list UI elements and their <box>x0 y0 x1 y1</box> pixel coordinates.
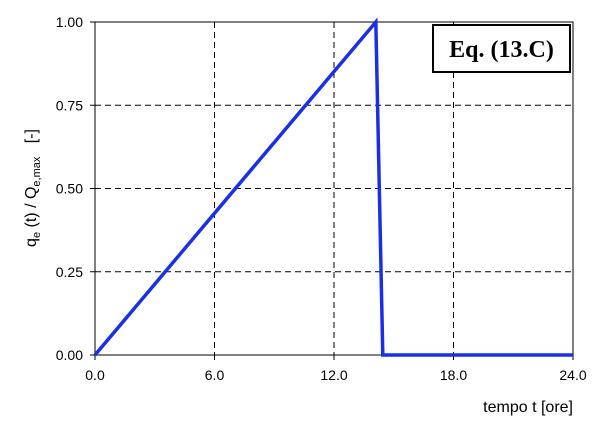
grid <box>95 22 573 355</box>
plot-area-border <box>94 21 574 356</box>
x-tick-label: 6.0 <box>205 367 225 383</box>
y-axis-title-prefix: q <box>23 238 40 247</box>
annotation-box <box>432 24 571 73</box>
y-tick-label: 0.00 <box>56 347 83 363</box>
x-tick-label: 18.0 <box>440 367 467 383</box>
y-tick-label: 0.75 <box>56 97 83 113</box>
x-tick-label: 0.0 <box>85 367 105 383</box>
series-group <box>93 17 573 357</box>
x-axis-title: tempo t [ore] <box>483 399 573 416</box>
y-tick-label: 0.50 <box>56 181 83 197</box>
x-tick-label: 24.0 <box>559 367 586 383</box>
y-tick-label: 0.25 <box>56 264 83 280</box>
x-tick-label: 12.0 <box>320 367 347 383</box>
annotation: Eq. (13.C) <box>432 24 571 73</box>
y-axis-title-middle-sub: e,max <box>31 156 43 186</box>
ticks: 0.0 6.0 12.0 18.0 24.0 0.00 0.25 0.50 0.75 1.00 <box>56 14 587 383</box>
y-axis-title: qe (t) / Qe,max [-] <box>23 129 43 247</box>
series-line-0 <box>93 17 573 357</box>
y-axis-title-unit: [-] <box>23 129 40 157</box>
y-axis-title-prefix-sub: e <box>31 232 43 238</box>
y-tick-label: 1.00 <box>56 14 83 30</box>
annotation-text: Eq. (13.C) <box>449 37 554 63</box>
y-axis-title-middle: (t) / Q <box>23 187 40 232</box>
